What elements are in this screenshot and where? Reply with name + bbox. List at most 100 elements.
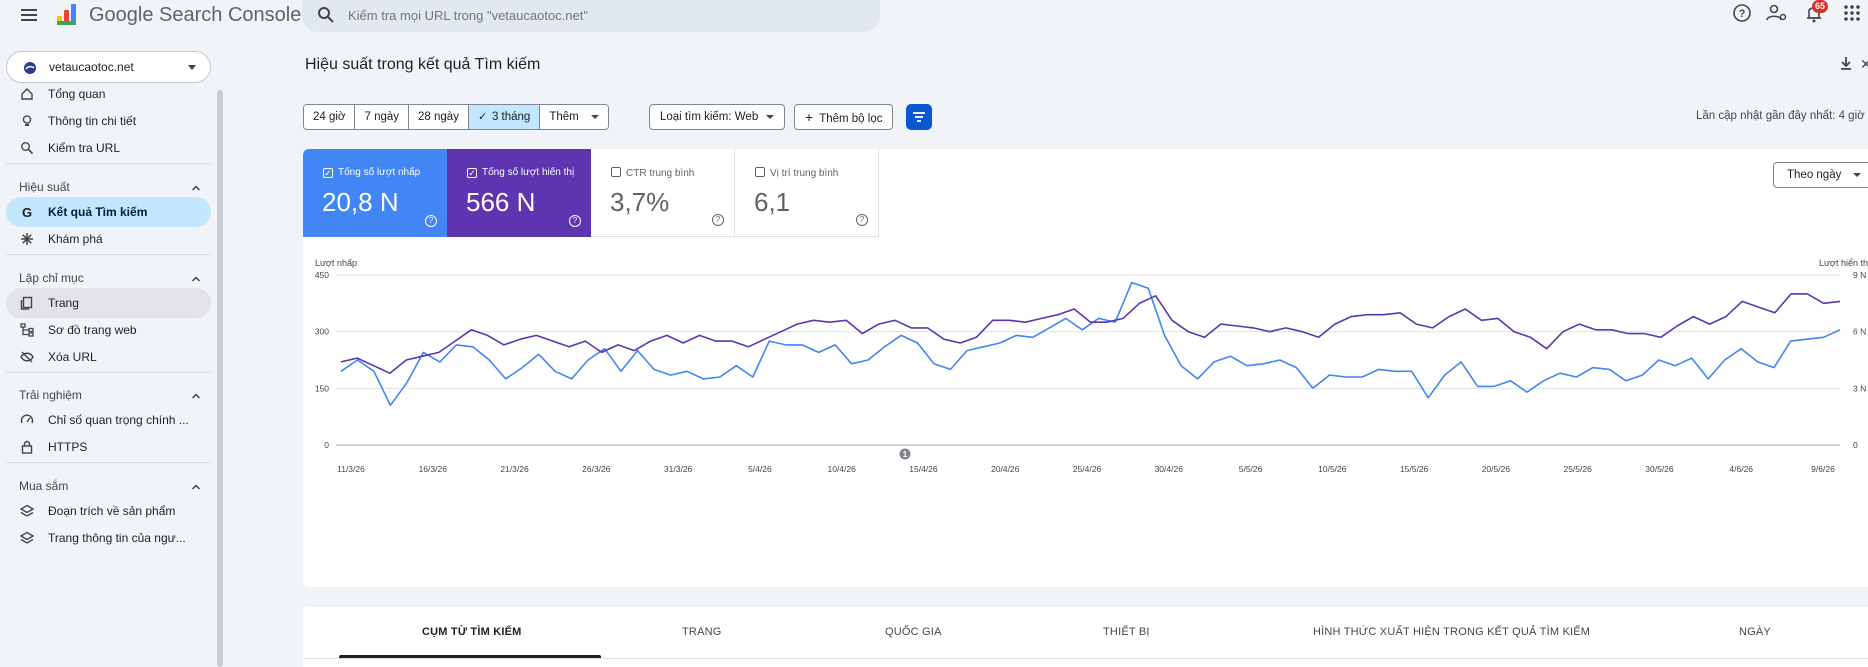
- x-tick-label: 30/5/26: [1645, 464, 1674, 474]
- search-icon: [21, 142, 34, 155]
- sidebar-item[interactable]: G Kết quả Tìm kiếm: [6, 197, 211, 227]
- chevron-up-icon[interactable]: [191, 274, 201, 284]
- layers-icon: [20, 504, 34, 517]
- checkbox-checked-icon: ✓: [467, 168, 477, 178]
- metric-clicks-label: Tổng số lượt nhấp: [338, 167, 421, 178]
- sidebar-item[interactable]: Kiểm tra URL: [6, 133, 211, 163]
- user-settings-icon[interactable]: [1763, 0, 1789, 26]
- top-bar: Google Search Console ? 65: [0, 0, 1868, 32]
- metric-position-value: 6,1: [754, 187, 791, 217]
- hamburger-menu-icon[interactable]: [18, 4, 40, 26]
- chevron-down-icon: [766, 114, 775, 119]
- sitemap-icon: [20, 323, 34, 337]
- tab-devices[interactable]: THIẾT BỊ: [1103, 626, 1150, 638]
- sidebar-item[interactable]: Tổng quan: [6, 79, 211, 109]
- metric-ctr[interactable]: CTR trung bình 3,7% ?: [591, 149, 735, 237]
- sidebar-item[interactable]: Chỉ số quan trọng chính ...: [6, 405, 211, 435]
- chevron-up-icon[interactable]: [191, 391, 201, 401]
- metric-ctr-label: CTR trung bình: [626, 168, 695, 179]
- x-tick-label: 5/4/26: [748, 464, 772, 474]
- apps-grid-icon[interactable]: [1839, 0, 1865, 26]
- sidebar-item[interactable]: Trang thông tin của ngư...: [6, 523, 211, 553]
- sidebar-item[interactable]: Trang: [6, 288, 211, 318]
- sidebar-item[interactable]: Xóa URL: [6, 342, 211, 372]
- property-selector[interactable]: vetaucaotoc.net: [6, 51, 211, 83]
- annotation-label: 1: [903, 450, 908, 459]
- help-icon[interactable]: ?: [856, 214, 868, 226]
- sidebar-section-title[interactable]: Mua sắm: [19, 479, 69, 493]
- range-more-button[interactable]: Thêm: [540, 105, 608, 129]
- metric-position[interactable]: Vị trí trung bình 6,1 ?: [735, 149, 879, 237]
- sidebar-item[interactable]: Sơ đồ trang web: [6, 315, 211, 345]
- close-icon[interactable]: ✕: [1860, 56, 1868, 72]
- range-28d-button[interactable]: 28 ngày: [409, 105, 469, 129]
- metric-clicks-value: 20,8 N: [322, 187, 399, 217]
- add-filter-button[interactable]: + Thêm bộ lọc: [794, 104, 894, 130]
- range-24h-button[interactable]: 24 giờ: [304, 105, 356, 129]
- url-inspect-search[interactable]: [302, 0, 880, 32]
- checkbox-unchecked-icon: [755, 167, 765, 177]
- search-type-label: Loại tìm kiếm: Web: [660, 111, 759, 123]
- lock-icon: [21, 440, 33, 454]
- metric-impressions[interactable]: ✓ Tổng số lượt hiển thị 566 N ?: [447, 149, 591, 237]
- x-tick-label: 26/3/26: [582, 464, 611, 474]
- checkbox-checked-icon: ✓: [323, 168, 333, 178]
- sidebar-section-title[interactable]: Lập chỉ mục: [19, 271, 84, 285]
- search-icon: [318, 7, 334, 23]
- tab-queries[interactable]: CỤM TỪ TÌM KIẾM: [422, 626, 522, 638]
- metric-position-label: Vị trí trung bình: [770, 168, 839, 179]
- metric-impressions-value: 566 N: [466, 187, 536, 217]
- search-type-chip[interactable]: Loại tìm kiếm: Web: [649, 104, 786, 130]
- sidebar-scrollbar[interactable]: [217, 90, 223, 667]
- chevron-up-icon[interactable]: [191, 482, 201, 492]
- lightbulb-icon: [22, 115, 32, 126]
- y-right-tick-label: 3 N: [1853, 383, 1866, 393]
- search-input[interactable]: [348, 4, 848, 26]
- dimension-tabs: CỤM TỪ TÌM KIẾM TRANG QUỐC GIA THIẾT BỊ …: [303, 607, 1868, 667]
- help-icon[interactable]: ?: [425, 215, 437, 227]
- sidebar-item[interactable]: Đoạn trích về sản phẩm: [6, 496, 211, 526]
- help-icon[interactable]: ?: [569, 215, 581, 227]
- group-by-label: Theo ngày: [1787, 169, 1842, 181]
- last-updated-text: Lần cập nhật gần đây nhất: 4 giờ: [1696, 110, 1865, 122]
- sidebar-item-label: Đoạn trích về sản phẩm: [48, 504, 176, 518]
- tab-pages[interactable]: TRANG: [682, 626, 722, 638]
- app-title[interactable]: Google Search Console: [89, 4, 302, 26]
- google-g-icon: G: [22, 205, 32, 219]
- property-favicon-icon: [24, 62, 36, 74]
- help-icon[interactable]: ?: [1729, 0, 1755, 26]
- range-7d-button[interactable]: 7 ngày: [355, 105, 410, 129]
- sidebar-divider: [6, 462, 211, 463]
- notification-count-badge: 65: [1812, 0, 1829, 13]
- chevron-up-icon[interactable]: [191, 183, 201, 193]
- plus-icon: +: [805, 109, 814, 125]
- group-by-dropdown[interactable]: Theo ngày: [1773, 162, 1868, 188]
- tab-countries[interactable]: QUỐC GIA: [885, 626, 942, 638]
- layers-icon: [20, 531, 34, 544]
- range-3m-button[interactable]: ✓ 3 tháng: [468, 105, 541, 129]
- y-right-axis-label: Lượt hiển th: [1819, 258, 1868, 268]
- sidebar-section-title[interactable]: Hiệu suất: [19, 180, 70, 194]
- checkbox-unchecked-icon: [611, 167, 621, 177]
- sidebar-item-label: Chỉ số quan trọng chính ...: [48, 413, 189, 427]
- search-console-logo-icon[interactable]: [56, 2, 78, 26]
- x-tick-label: 25/4/26: [1073, 464, 1102, 474]
- pages-icon: [20, 296, 33, 310]
- tab-dates[interactable]: NGÀY: [1739, 626, 1771, 638]
- sidebar-item[interactable]: Khám phá: [6, 224, 211, 254]
- sidebar-section-title[interactable]: Trải nghiệm: [19, 388, 82, 402]
- sidebar-item[interactable]: HTTPS: [6, 432, 211, 462]
- filter-settings-button[interactable]: [906, 104, 932, 130]
- date-range-group: 24 giờ 7 ngày 28 ngày ✓ 3 tháng Thêm: [303, 104, 609, 130]
- y-left-tick-label: 450: [315, 270, 329, 280]
- tab-search-appearance[interactable]: HÌNH THỨC XUẤT HIỆN TRONG KẾT QUẢ TÌM KI…: [1313, 626, 1591, 638]
- download-icon[interactable]: [1838, 55, 1854, 71]
- x-tick-label: 11/3/26: [337, 464, 365, 474]
- metric-clicks[interactable]: ✓ Tổng số lượt nhấp 20,8 N ?: [303, 149, 447, 237]
- sidebar-item[interactable]: Thông tin chi tiết: [6, 106, 211, 136]
- y-right-tick-label: 6 N: [1853, 327, 1866, 337]
- range-3m-label: 3 tháng: [491, 111, 531, 123]
- sidebar-item-label: Sơ đồ trang web: [48, 323, 137, 337]
- help-icon[interactable]: ?: [712, 214, 724, 226]
- check-icon: ✓: [477, 111, 488, 123]
